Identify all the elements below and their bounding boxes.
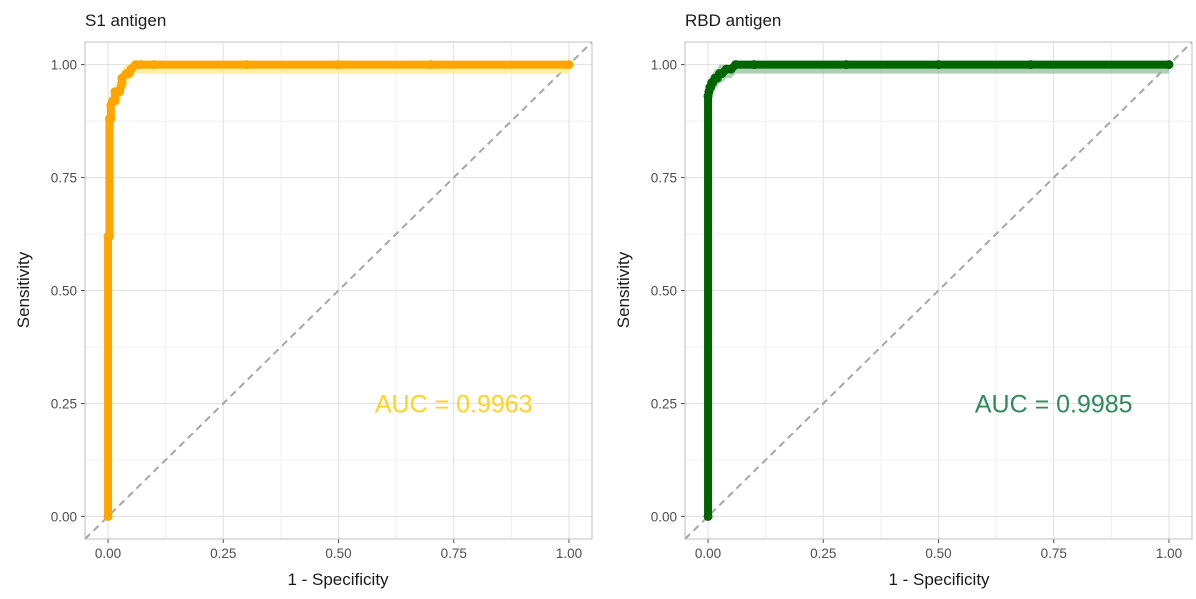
roc-point — [106, 114, 116, 124]
x-tick-label: 0.25 — [210, 546, 236, 561]
roc-point — [934, 60, 943, 70]
x-axis-label: 1 - Specificity — [287, 570, 389, 589]
y-tick-label: 0.25 — [51, 396, 77, 411]
panel-title: S1 antigen — [85, 11, 166, 30]
y-tick-label: 0.00 — [651, 509, 677, 524]
x-tick-label: 0.50 — [925, 546, 951, 561]
x-tick-label: 0.00 — [695, 546, 721, 561]
roc-point — [110, 96, 120, 106]
x-axis-label: 1 - Specificity — [888, 570, 990, 589]
auc-annotation: AUC = 0.9963 — [375, 390, 533, 418]
roc-point — [731, 60, 741, 70]
y-tick-label: 0.50 — [51, 284, 77, 299]
y-tick-label: 1.00 — [51, 58, 77, 73]
y-tick-label: 0.75 — [51, 171, 77, 186]
roc-point — [841, 60, 851, 70]
y-axis-label: Sensitivity — [614, 251, 633, 328]
roc-point — [703, 511, 713, 521]
x-tick-label: 1.00 — [556, 546, 582, 561]
x-tick-label: 0.00 — [95, 546, 121, 561]
y-tick-label: 0.50 — [651, 284, 677, 299]
roc-point — [104, 231, 114, 241]
roc-point — [749, 60, 759, 70]
x-tick-label: 0.25 — [810, 546, 836, 561]
y-tick-label: 0.75 — [651, 171, 677, 186]
reference-diagonal-line — [84, 41, 593, 540]
roc-point — [135, 60, 145, 70]
roc-point — [1164, 60, 1174, 70]
roc-point — [149, 60, 159, 70]
roc-point — [564, 60, 574, 70]
roc-point — [241, 60, 251, 70]
y-tick-label: 1.00 — [651, 58, 677, 73]
roc-point — [103, 511, 113, 521]
y-axis-label: Sensitivity — [14, 251, 33, 328]
roc-point — [115, 87, 125, 97]
panel-border — [684, 41, 1193, 540]
auc-annotation: AUC = 0.9985 — [975, 390, 1133, 418]
panel-title: RBD antigen — [685, 11, 781, 30]
x-tick-label: 0.75 — [1041, 546, 1067, 561]
panel-rbd: RBD antigen Sensitivity 1 - Specificity … — [614, 11, 1193, 589]
x-tick-label: 0.50 — [325, 546, 351, 561]
roc-point — [334, 60, 343, 70]
roc-point — [1026, 60, 1036, 70]
roc-point — [426, 60, 436, 70]
y-tick-label: 0.25 — [651, 396, 677, 411]
y-tick-label: 0.00 — [51, 509, 77, 524]
panel-s1: S1 antigen Sensitivity 1 - Specificity 0… — [14, 11, 593, 589]
x-tick-label: 1.00 — [1156, 546, 1182, 561]
x-tick-label: 0.75 — [441, 546, 467, 561]
panel-border — [84, 41, 593, 540]
reference-diagonal-line — [684, 41, 1193, 540]
